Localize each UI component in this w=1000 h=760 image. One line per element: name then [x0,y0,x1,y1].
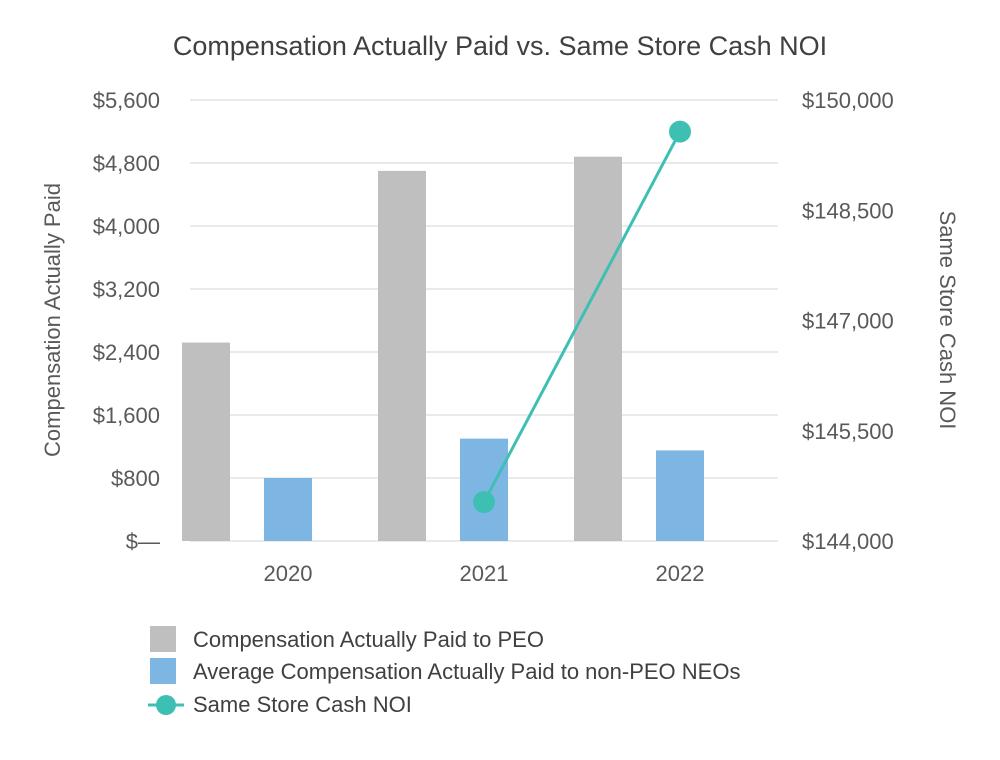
bar-peo [182,342,230,541]
category-label: 2020 [264,561,313,586]
left-tick-label: $4,000 [93,214,160,239]
left-tick-label: $1,600 [93,403,160,428]
bar-peo [574,156,622,541]
left-tick-label: $— [126,529,160,554]
bar-neo [460,438,508,541]
left-axis-label: Compensation Actually Paid [40,183,65,457]
left-tick-label: $3,200 [93,277,160,302]
bars [182,156,704,541]
left-tick-label: $800 [111,466,160,491]
bar-peo [378,170,426,541]
bar-neo [656,450,704,541]
legend-swatch-neo [150,658,176,684]
chart-title: Compensation Actually Paid vs. Same Stor… [173,31,827,61]
right-tick-label: $145,500 [802,419,894,444]
right-tick-label: $150,000 [802,88,894,113]
noi-line-path [482,130,682,503]
legend-swatch-noi-marker [156,695,176,715]
legend: Compensation Actually Paid to PEO Averag… [148,626,740,717]
right-axis-label: Same Store Cash NOI [935,211,960,430]
right-tick-label: $148,500 [802,198,894,223]
category-label: 2022 [656,561,705,586]
left-tick-label: $4,800 [93,151,160,176]
category-labels: 2020 2021 2022 [264,561,705,586]
bar-neo [264,478,312,541]
noi-line [473,120,691,514]
left-tick-label: $5,600 [93,88,160,113]
noi-point [473,491,495,514]
category-label: 2021 [460,561,509,586]
right-tick-label: $144,000 [802,529,894,554]
left-axis-ticks: $— $800 $1,600 $2,400 $3,200 $4,000 $4,800 $5,6… [93,88,160,554]
right-axis-ticks: $144,000 $145,500 $147,000 $148,500 $150,000 [802,88,894,554]
legend-label-neo: Average Compensation Actually Paid to no… [193,659,740,684]
legend-label-noi: Same Store Cash NOI [193,692,412,717]
legend-swatch-peo [150,626,176,652]
left-tick-label: $2,400 [93,340,160,365]
right-tick-label: $147,000 [802,309,894,334]
noi-point [669,120,691,143]
legend-label-peo: Compensation Actually Paid to PEO [193,627,544,652]
